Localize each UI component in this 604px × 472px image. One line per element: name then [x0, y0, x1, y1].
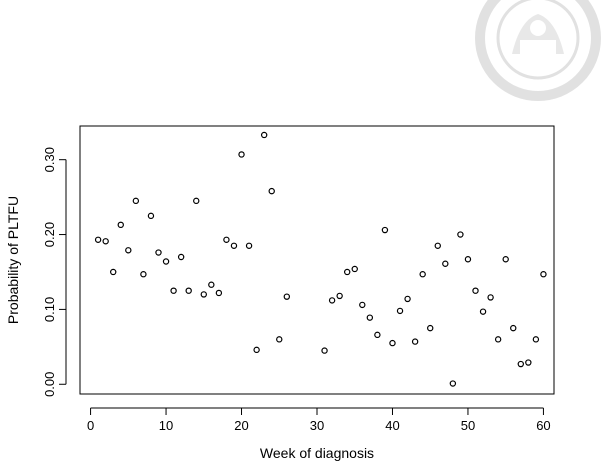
data-point: [245, 242, 253, 249]
x-tick-label: 20: [234, 418, 248, 433]
data-point: [253, 346, 260, 354]
x-tick-label: 30: [310, 418, 324, 433]
data-point: [185, 287, 192, 294]
data-point: [427, 324, 434, 332]
x-tick-label: 10: [159, 418, 173, 433]
data-point: [359, 301, 366, 309]
data-point: [517, 360, 524, 368]
data-point: [200, 291, 207, 298]
data-point: [162, 258, 170, 265]
data-point: [479, 308, 487, 315]
data-point: [125, 247, 132, 254]
data-point: [110, 268, 117, 276]
y-tick-label: 0.00: [42, 372, 57, 397]
data-point: [532, 336, 540, 343]
data-point: [276, 336, 283, 343]
data-point: [321, 347, 328, 354]
data-point: [525, 359, 532, 366]
data-point: [374, 331, 381, 339]
data-point: [230, 242, 238, 249]
data-point: [494, 336, 502, 343]
data-point: [457, 231, 464, 238]
plot-frame: [79, 125, 555, 395]
data-point: [328, 297, 336, 304]
data-point: [366, 314, 374, 321]
data-point: [434, 242, 441, 249]
y-tick-label: 0.20: [42, 222, 57, 247]
data-point: [260, 131, 268, 139]
data-points: [94, 131, 547, 387]
x-tick-label: 50: [461, 418, 475, 433]
data-point: [472, 287, 479, 294]
data-point: [170, 287, 177, 294]
data-point: [102, 238, 109, 245]
data-point: [419, 271, 426, 278]
data-point: [268, 187, 275, 195]
data-point: [155, 249, 162, 256]
data-point: [238, 151, 245, 158]
data-point: [442, 260, 449, 267]
data-point: [336, 292, 343, 300]
data-point: [389, 339, 396, 347]
data-point: [117, 221, 124, 229]
x-axis: 0 10 20 30 40 50 60: [87, 407, 551, 433]
y-tick-label: 0.10: [42, 297, 57, 322]
x-tick-label: 0: [87, 418, 94, 433]
data-point: [343, 268, 351, 276]
data-point: [510, 324, 517, 332]
data-point: [487, 294, 494, 301]
data-point: [147, 212, 155, 220]
data-point: [132, 197, 140, 205]
data-point: [208, 281, 215, 288]
data-point: [351, 265, 358, 273]
data-point: [404, 295, 411, 303]
data-point: [193, 197, 200, 205]
data-point: [94, 236, 102, 243]
y-tick-label: 0.30: [42, 147, 57, 172]
data-point: [381, 226, 389, 234]
data-point: [140, 271, 147, 278]
data-point: [464, 256, 472, 263]
data-point: [177, 253, 185, 261]
university-seal-watermark: [475, 0, 601, 101]
data-point: [449, 380, 457, 387]
data-point: [215, 289, 223, 297]
y-axis-label: Probability of PLTFU: [5, 196, 21, 324]
x-tick-label: 60: [536, 418, 550, 433]
data-point: [283, 293, 291, 300]
x-tick-label: 40: [385, 418, 399, 433]
x-axis-label: Week of diagnosis: [260, 445, 374, 461]
data-point: [223, 236, 230, 243]
data-point: [411, 338, 419, 345]
y-axis: 0.00 0.10 0.20 0.30: [42, 147, 67, 397]
data-point: [396, 307, 404, 315]
data-point: [540, 271, 547, 278]
data-point: [502, 256, 509, 263]
